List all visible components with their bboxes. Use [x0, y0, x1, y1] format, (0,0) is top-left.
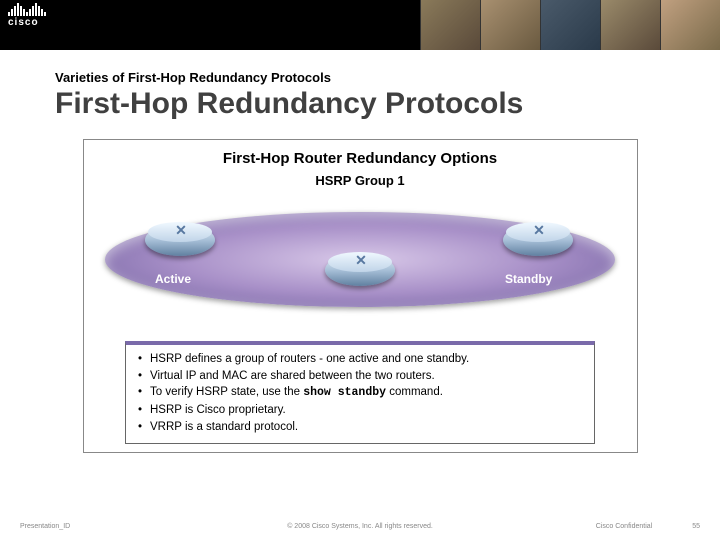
header-photo [660, 0, 720, 50]
bullet-item: HSRP is Cisco proprietary. [136, 402, 584, 419]
footer-page-number: 55 [692, 523, 700, 530]
slide-footer: Presentation_ID © 2008 Cisco Systems, In… [0, 523, 720, 530]
figure-title: First-Hop Router Redundancy Options [84, 140, 637, 173]
footer-presentation-id: Presentation_ID [20, 523, 70, 530]
slide-title: First-Hop Redundancy Protocols [55, 87, 665, 121]
info-box: HSRP defines a group of routers - one ac… [125, 341, 595, 444]
router-active-icon: ✕ [145, 224, 215, 266]
bullet-item: To verify HSRP state, use the show stand… [136, 384, 584, 402]
header-photo [420, 0, 480, 50]
bullet-item: VRRP is a standard protocol. [136, 419, 584, 436]
figure-container: First-Hop Router Redundancy Options HSRP… [83, 139, 638, 453]
cisco-logo: cisco [0, 0, 54, 30]
router-standby-label: Standby [505, 272, 552, 286]
slide-content: Varieties of First-Hop Redundancy Protoc… [0, 50, 720, 453]
cisco-logo-bars [8, 2, 46, 16]
header-photo [480, 0, 540, 50]
footer-copyright: © 2008 Cisco Systems, Inc. All rights re… [287, 523, 433, 530]
hsrp-group-label: HSRP Group 1 [84, 173, 637, 188]
slide-subtitle: Varieties of First-Hop Redundancy Protoc… [55, 70, 665, 85]
cisco-logo-text: cisco [8, 17, 46, 28]
header-photo-strip [420, 0, 720, 50]
router-center-icon: ✕ [325, 254, 395, 296]
header-photo [600, 0, 660, 50]
header-photo [540, 0, 600, 50]
top-bar: cisco [0, 0, 720, 50]
diagram-area: ✕ ✕ ✕ Active Standby [105, 194, 615, 329]
bullet-item: Virtual IP and MAC are shared between th… [136, 368, 584, 385]
bullet-item: HSRP defines a group of routers - one ac… [136, 351, 584, 368]
router-active-label: Active [155, 272, 191, 286]
bullet-list: HSRP defines a group of routers - one ac… [136, 351, 584, 435]
footer-confidential: Cisco Confidential [596, 523, 652, 530]
router-standby-icon: ✕ [503, 224, 573, 266]
